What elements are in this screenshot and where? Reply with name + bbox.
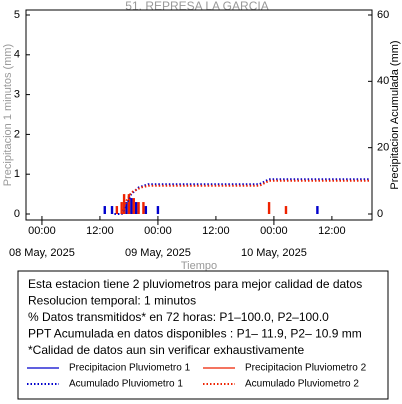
date-tick-label: 09 May, 2025 [125, 247, 191, 259]
y-tick-label: 2 [14, 128, 20, 140]
date-tick-label: 08 May, 2025 [9, 247, 75, 259]
legend-label: Precipitacion Pluviometro 2 [245, 363, 367, 374]
info-line: PPT Acumulada en datos disponibles : P1–… [28, 327, 362, 341]
y-axis-label: Precipitacion 1 minutos (mm) [2, 44, 14, 186]
plot-frame [25, 9, 373, 221]
y2-tick-label: 40 [377, 75, 389, 87]
bar [137, 202, 140, 214]
bar [125, 202, 128, 214]
y-tick-label: 4 [14, 49, 20, 61]
bar [284, 206, 288, 214]
info-line: % Datos transmitidos* en 72 horas: P1–10… [28, 310, 329, 324]
info-line: Resolucion temporal: 1 minutos [28, 294, 196, 308]
x-tick-label: 00:00 [144, 225, 172, 237]
legend-label: Acumulado Pluviometro 2 [245, 379, 359, 390]
bar [156, 206, 160, 214]
info-line: *Calidad de datos aun sin verificar exha… [28, 343, 304, 357]
info-box [17, 270, 389, 400]
bar [127, 194, 131, 214]
info-line: Esta estacion tiene 2 pluviometros para … [28, 277, 362, 291]
date-tick-label: 10 May, 2025 [241, 247, 307, 259]
bar [132, 198, 135, 214]
chart-title: 51. REPRESA LA GARCIA [125, 0, 268, 13]
legend-label: Precipitacion Pluviometro 1 [69, 363, 191, 374]
y-tick-label: 3 [14, 89, 20, 101]
bar [115, 206, 119, 214]
bar [103, 206, 106, 214]
y-tick-label: 0 [14, 208, 20, 220]
y2-tick-label: 60 [377, 9, 389, 21]
bar [142, 202, 145, 214]
y-tick-label: 5 [14, 9, 20, 21]
legend-label: Acumulado Pluviometro 1 [69, 379, 183, 390]
bar [130, 198, 133, 214]
bar [316, 206, 319, 214]
cumulative-line [114, 178, 371, 215]
bar [134, 202, 138, 214]
y2-axis-label: Precipitacion Acumulada (mm) [389, 40, 401, 189]
x-tick-label: 12:00 [86, 225, 114, 237]
bar [122, 194, 126, 214]
y2-tick-label: 0 [377, 208, 383, 220]
x-tick-label: 00:00 [28, 225, 56, 237]
cumulative-line [120, 179, 371, 215]
bar [144, 206, 148, 214]
bar [110, 206, 114, 214]
y2-tick-label: 20 [377, 142, 389, 154]
x-tick-label: 12:00 [318, 225, 346, 237]
bar [267, 202, 271, 214]
y-tick-label: 1 [14, 168, 20, 180]
x-tick-label: 12:00 [202, 225, 230, 237]
x-tick-label: 00:00 [260, 225, 288, 237]
bar [120, 202, 123, 214]
x-axis-label: Tiempo [181, 260, 217, 272]
